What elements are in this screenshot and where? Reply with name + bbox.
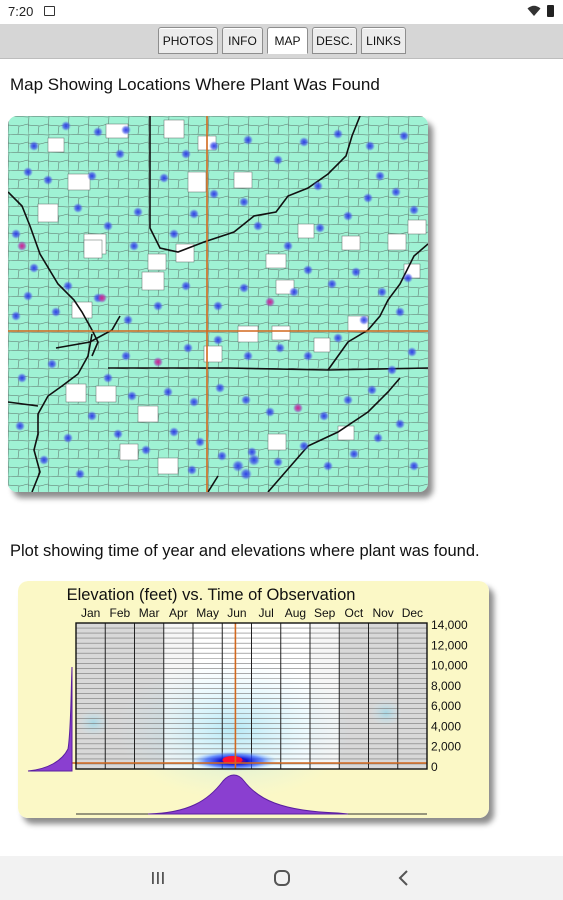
wifi-icon <box>527 5 541 16</box>
elevation-label: 8,000 <box>431 679 461 693</box>
status-bar: 7:20 <box>0 0 563 24</box>
elevation-label: 4,000 <box>431 719 461 733</box>
elevation-density-curve <box>27 666 73 772</box>
month-label: Mar <box>139 606 160 620</box>
tab-info[interactable]: INFO <box>222 27 263 54</box>
time-density-curve <box>147 774 349 815</box>
density-peak <box>222 756 243 764</box>
elevation-axis-labels: 14,000 12,000 10,000 8,000 6,000 4,000 2,000 0 <box>431 618 468 774</box>
map-heading: Map Showing Locations Where Plant Was Fo… <box>10 75 380 94</box>
map-state-borders <box>8 116 428 492</box>
status-time: 7:20 <box>8 4 34 19</box>
tab-photos[interactable]: PHOTOS <box>158 27 218 54</box>
density-haze <box>77 709 110 737</box>
month-column <box>397 623 427 769</box>
elevation-label: 14,000 <box>431 618 468 632</box>
tab-desc[interactable]: DESC. <box>312 27 357 54</box>
elevation-label: 6,000 <box>431 699 461 713</box>
tab-links[interactable]: LINKS <box>361 27 406 54</box>
battery-icon <box>547 5 554 17</box>
month-column <box>368 623 398 769</box>
navigation-bar <box>0 856 563 900</box>
plot-title: Elevation (feet) vs. Time of Observation <box>67 586 356 604</box>
month-label: Aug <box>285 606 306 620</box>
plot-heading: Plot showing time of year and elevations… <box>10 542 480 560</box>
month-label: Jun <box>227 606 246 620</box>
map-observation-points <box>11 121 419 480</box>
month-label: Feb <box>110 606 131 620</box>
elevation-label: 12,000 <box>431 638 468 652</box>
elevation-label: 0 <box>431 760 438 774</box>
month-label: Jul <box>258 606 273 620</box>
plot-svg: Elevation (feet) vs. Time of Observation… <box>18 581 489 818</box>
map-svg <box>8 116 428 492</box>
elevation-label: 10,000 <box>431 659 468 673</box>
month-label: Jan <box>81 606 100 620</box>
month-column <box>76 623 106 769</box>
month-label: Sep <box>314 606 336 620</box>
month-label: Oct <box>345 606 364 620</box>
recent-apps-icon[interactable] <box>150 868 166 888</box>
grid-frame <box>75 622 428 770</box>
home-icon[interactable] <box>272 868 292 888</box>
plot-grid <box>27 622 428 815</box>
month-label: Nov <box>372 606 393 620</box>
month-axis-labels: Jan Feb Mar Apr May Jun Jul Aug Sep Oct Nov Dec <box>81 606 423 620</box>
distribution-map <box>8 116 428 492</box>
tab-bar: PHOTOS INFO MAP DESC. LINKS <box>0 24 563 59</box>
month-label: Dec <box>402 606 423 620</box>
month-label: Apr <box>169 606 188 620</box>
elevation-label: 2,000 <box>431 740 461 754</box>
image-notification-icon <box>44 6 55 16</box>
back-icon[interactable] <box>396 868 412 888</box>
elevation-time-plot: Elevation (feet) vs. Time of Observation… <box>18 581 489 818</box>
map-crosshair <box>8 116 428 492</box>
density-haze <box>370 699 403 727</box>
month-label: May <box>196 606 219 620</box>
tab-map[interactable]: MAP <box>267 27 308 54</box>
